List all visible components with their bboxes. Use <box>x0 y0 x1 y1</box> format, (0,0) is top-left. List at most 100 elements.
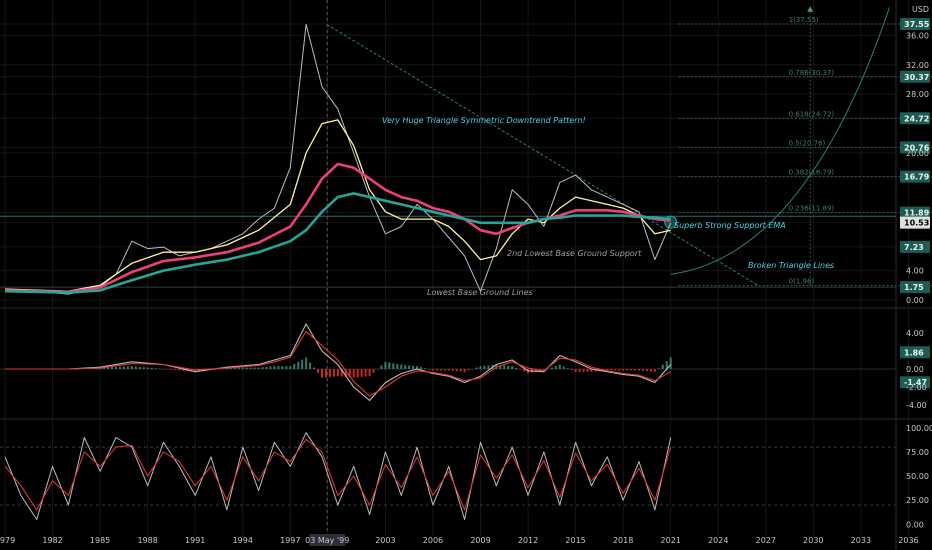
macd-histogram-bar <box>511 366 514 369</box>
macd-histogram-bar <box>475 367 478 369</box>
macd-axis-label: 4.00 <box>906 329 924 338</box>
price-tag-background <box>900 216 930 229</box>
moving-average-line <box>4 162 671 294</box>
macd-histogram-bar <box>550 367 553 369</box>
time-axis-label: 2033 <box>851 536 871 545</box>
time-axis-label: 2012 <box>518 536 538 545</box>
chart-annotation: 2nd Lowest Base Ground Support <box>507 249 642 258</box>
macd-histogram-bar <box>368 369 371 377</box>
price-axis-tag: 20.76 <box>904 143 930 152</box>
macd-histogram-bar <box>420 367 423 369</box>
macd-histogram-bar <box>416 366 419 369</box>
price-axis-tag: 30.37 <box>904 73 929 82</box>
time-axis-label: 2030 <box>803 536 823 545</box>
macd-histogram-bar <box>134 366 137 369</box>
macd-histogram-bar <box>554 366 557 369</box>
macd-histogram-bar <box>534 369 537 372</box>
macd-histogram-bar <box>281 366 284 369</box>
macd-histogram-bar <box>427 369 430 370</box>
price-axis-label: 32.00 <box>906 61 929 70</box>
macd-histogram-bar <box>507 365 510 369</box>
fib-level-label: 0.618(24.72) <box>789 110 835 118</box>
macd-axis-tag: 1.86 <box>904 348 924 357</box>
macd-histogram-bar <box>400 364 403 369</box>
macd-histogram-bar <box>645 369 648 372</box>
macd-histogram-bar <box>241 367 244 369</box>
macd-histogram-bar <box>657 368 660 369</box>
macd-histogram-bar <box>154 368 157 369</box>
macd-histogram-bar <box>594 369 597 372</box>
fib-arrow-head <box>807 6 814 12</box>
macd-histogram-bar <box>317 369 320 373</box>
macd-histogram-bar <box>146 367 149 369</box>
macd-histogram-bar <box>178 369 181 371</box>
price-axis-tag: 11.89 <box>904 209 930 218</box>
projection-curve <box>670 7 890 275</box>
macd-histogram-bar <box>364 369 367 377</box>
macd-histogram-bar <box>313 367 316 369</box>
price-tag-background <box>900 18 930 31</box>
macd-histogram-bar <box>103 367 106 369</box>
macd-histogram-bar <box>408 365 411 369</box>
macd-histogram-bar <box>638 369 640 371</box>
macd-histogram-bar <box>614 369 617 371</box>
macd-histogram-bar <box>372 369 375 373</box>
time-axis-label: 1997 <box>280 536 300 545</box>
price-axis-tag: 1.75 <box>904 283 924 292</box>
time-axis-label: 2006 <box>423 536 443 545</box>
macd-histogram-bar <box>158 368 161 370</box>
crosshair-date-label: 03 May '99 <box>305 536 349 545</box>
macd-histogram-bar <box>118 366 121 369</box>
macd-histogram-bar <box>546 369 549 370</box>
macd-histogram-bar <box>356 369 359 378</box>
macd-histogram-bar <box>384 361 387 369</box>
moving-average-line <box>4 192 671 294</box>
macd-histogram-bar <box>340 369 343 377</box>
time-axis-label: 2015 <box>565 536 585 545</box>
macd-histogram-bar <box>301 359 304 369</box>
price-axis-label: 0.00 <box>906 296 924 305</box>
macd-histogram-bar <box>610 369 613 371</box>
macd-histogram-bar <box>130 366 133 369</box>
macd-histogram-bar <box>459 369 462 372</box>
macd-histogram-bar <box>622 369 625 371</box>
series-layer <box>4 23 672 520</box>
macd-histogram-bar <box>380 365 383 369</box>
price-axis-label: 36.00 <box>906 31 929 40</box>
macd-histogram-bar <box>606 369 609 371</box>
fib-level-label: 0.5(20.76) <box>789 139 826 147</box>
macd-histogram-bar <box>483 365 486 369</box>
macd-histogram-bar <box>471 369 474 370</box>
macd-histogram-bar <box>257 367 260 369</box>
chart-annotation: Superb Strong Support EMA <box>674 221 786 230</box>
macd-histogram-bar <box>237 367 240 369</box>
macd-histogram-bar <box>332 369 335 377</box>
macd-histogram-bar <box>170 369 173 370</box>
fib-level-label: 0.236(11.89) <box>789 205 835 213</box>
macd-histogram-bar <box>297 361 300 369</box>
macd-histogram-bar <box>126 366 129 369</box>
currency-label: USD <box>912 5 929 14</box>
macd-histogram-bar <box>352 369 355 378</box>
time-axis-label: 1979 <box>0 536 15 545</box>
macd-histogram-bar <box>590 369 593 372</box>
macd-axis-label: -2.00 <box>906 383 927 392</box>
macd-histogram-bar <box>289 366 292 369</box>
fib-level-label: 0.786(30.37) <box>789 69 835 77</box>
macd-histogram-bar <box>630 369 633 371</box>
macd-histogram-bar <box>487 365 490 369</box>
macd-histogram-bar <box>324 369 327 378</box>
fib-level-label: 1(37.55) <box>789 16 819 24</box>
macd-histogram-bar <box>245 367 248 369</box>
moving-average-line <box>4 119 671 292</box>
macd-histogram-bar <box>665 361 668 369</box>
macd-histogram-bar <box>499 365 502 369</box>
macd-histogram-bar <box>626 369 629 371</box>
macd-histogram-bar <box>142 367 145 369</box>
macd-histogram-bar <box>233 367 236 369</box>
time-axis-label: 1985 <box>90 536 110 545</box>
macd-histogram-bar <box>523 369 526 372</box>
macd-histogram-bar <box>277 366 280 369</box>
